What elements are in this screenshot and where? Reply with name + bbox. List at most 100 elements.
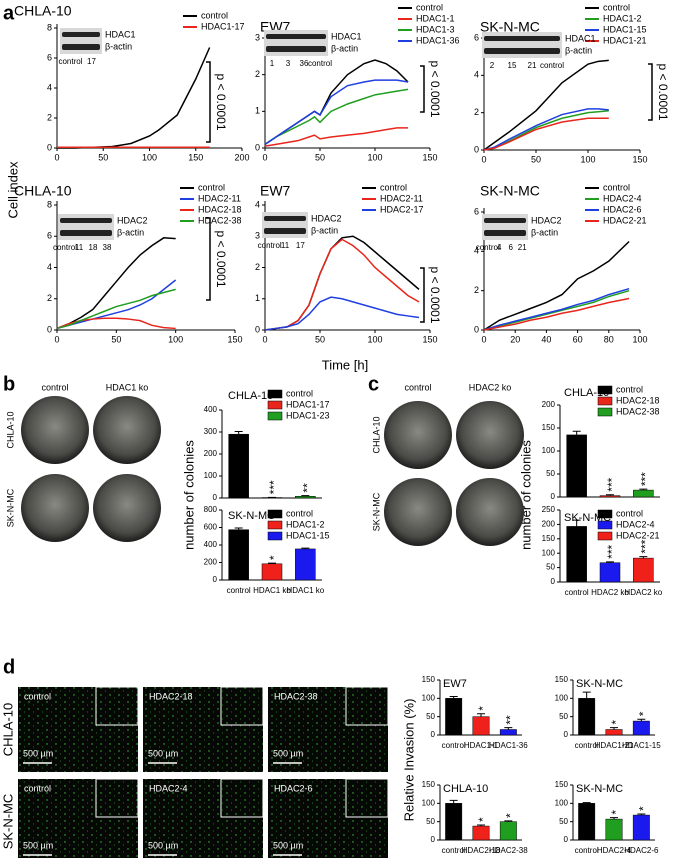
chart-title: SK-N-MC	[576, 783, 623, 795]
legend-label: control	[416, 2, 443, 12]
y-tick-label: 1	[255, 293, 260, 303]
legend-label: HDAC2-18	[616, 395, 660, 405]
y-tick-label: 250	[542, 505, 556, 514]
significance-mark: ***	[639, 539, 653, 553]
x-tick-label: HDAC2 ko	[624, 588, 662, 597]
blot-lane-label: 21	[528, 61, 537, 70]
blot-band	[266, 34, 326, 39]
bar	[295, 495, 316, 499]
legend-swatch	[597, 531, 613, 541]
blot-lane-label: 4	[497, 243, 502, 252]
y-tick-label: 100	[542, 548, 556, 557]
bar	[599, 562, 621, 583]
blot-band-label: HDAC2	[531, 215, 562, 225]
column-label: HDAC1 ko	[106, 382, 149, 392]
blot-band	[484, 48, 560, 54]
chart-title: CHLA-10	[228, 390, 273, 402]
image-inset	[345, 686, 389, 726]
y-tick-label: 300	[204, 427, 218, 436]
x-tick-label: control	[442, 741, 466, 750]
x-tick-label: HDAC2-4	[597, 846, 632, 855]
significance-mark: ***	[605, 545, 619, 559]
significance-mark: ***	[605, 477, 619, 491]
x-tick-label: 150	[188, 152, 203, 162]
bar	[228, 433, 249, 499]
blot-band-label: HDAC1	[565, 33, 596, 43]
x-tick-label: 100	[632, 334, 647, 344]
series-line	[56, 279, 177, 330]
scale-bar-label: 500 µm	[148, 840, 178, 850]
blot-lane-label: control	[476, 243, 500, 252]
legend-label: HDAC1-36	[416, 35, 460, 45]
bar	[261, 563, 283, 581]
y-tick-label: 0	[47, 142, 52, 152]
series-line	[264, 127, 408, 147]
error-bar	[582, 802, 591, 804]
significance-bracket	[206, 217, 211, 301]
p-value: p < 0.0001	[214, 230, 228, 287]
significance-mark: **	[504, 715, 518, 725]
y-tick-label: 0	[551, 577, 556, 586]
significance-mark: *	[476, 817, 490, 822]
y-tick-label: 150	[422, 780, 436, 789]
series-line	[483, 289, 630, 331]
x-tick-label: 50	[531, 154, 541, 164]
image-inset	[95, 778, 139, 818]
x-tick-label: HDAC1-36	[489, 741, 528, 750]
error-bar	[572, 519, 581, 527]
column-label: control	[41, 382, 68, 392]
legend-label: HDAC2-11	[198, 193, 241, 203]
y-tick-label: 4	[474, 246, 479, 256]
image-inset	[220, 778, 264, 818]
y-tick-label: 4	[474, 70, 479, 80]
blot-band-label: β-actin	[105, 41, 132, 51]
series-line	[56, 288, 176, 330]
column-label: control	[404, 382, 431, 392]
invasion-image	[18, 779, 138, 858]
y-tick-label: 400	[204, 540, 218, 549]
x-tick-label: control	[227, 586, 251, 595]
y-tick-label: 200	[542, 520, 556, 529]
y-tick-label: 6	[47, 231, 52, 241]
colony-dish-photo	[456, 478, 524, 546]
western-blot	[60, 28, 102, 54]
panel-label: c	[368, 373, 379, 395]
image-inset	[220, 686, 264, 726]
bar	[599, 495, 621, 498]
colony-dish-photo	[93, 474, 161, 542]
significance-bracket	[420, 267, 425, 323]
western-blot	[262, 212, 308, 238]
bar	[295, 548, 316, 581]
row-label: CHLA-10	[0, 703, 15, 756]
x-tick-label: 0	[54, 334, 59, 344]
error-bar	[610, 727, 618, 730]
blot-band-label: β-actin	[311, 225, 338, 235]
x-tick-label: 0	[481, 334, 486, 344]
x-tick-label: HDAC1 ko	[253, 586, 291, 595]
legend-label: HDAC2-4	[616, 519, 655, 529]
error-bar	[572, 430, 581, 435]
legend-swatch	[267, 389, 283, 399]
y-tick-label: 0	[213, 575, 218, 584]
blot-band	[484, 218, 526, 223]
bar	[633, 557, 654, 583]
x-tick-label: 100	[367, 334, 382, 344]
y-tick-label: 200	[542, 400, 556, 409]
x-tick-label: HDAC1-15	[622, 741, 661, 750]
y-tick-label: 50	[426, 817, 435, 826]
x-tick-label: 50	[315, 152, 325, 162]
legend-label: HDAC1-3	[416, 24, 455, 34]
error-bar	[301, 547, 310, 549]
x-tick-label: 100	[168, 334, 183, 344]
blot-lane-label: 15	[508, 61, 517, 70]
image-inset	[345, 778, 389, 818]
x-tick-label: 150	[422, 334, 437, 344]
legend-label: control	[286, 388, 313, 398]
legend-label: HDAC2-4	[603, 193, 642, 203]
y-tick-label: 2	[474, 285, 479, 295]
blot-band	[264, 228, 306, 234]
x-tick-label: HDAC1-21	[595, 741, 634, 750]
legend-label: control	[616, 508, 643, 518]
bar	[578, 698, 596, 736]
western-blot	[58, 214, 114, 240]
